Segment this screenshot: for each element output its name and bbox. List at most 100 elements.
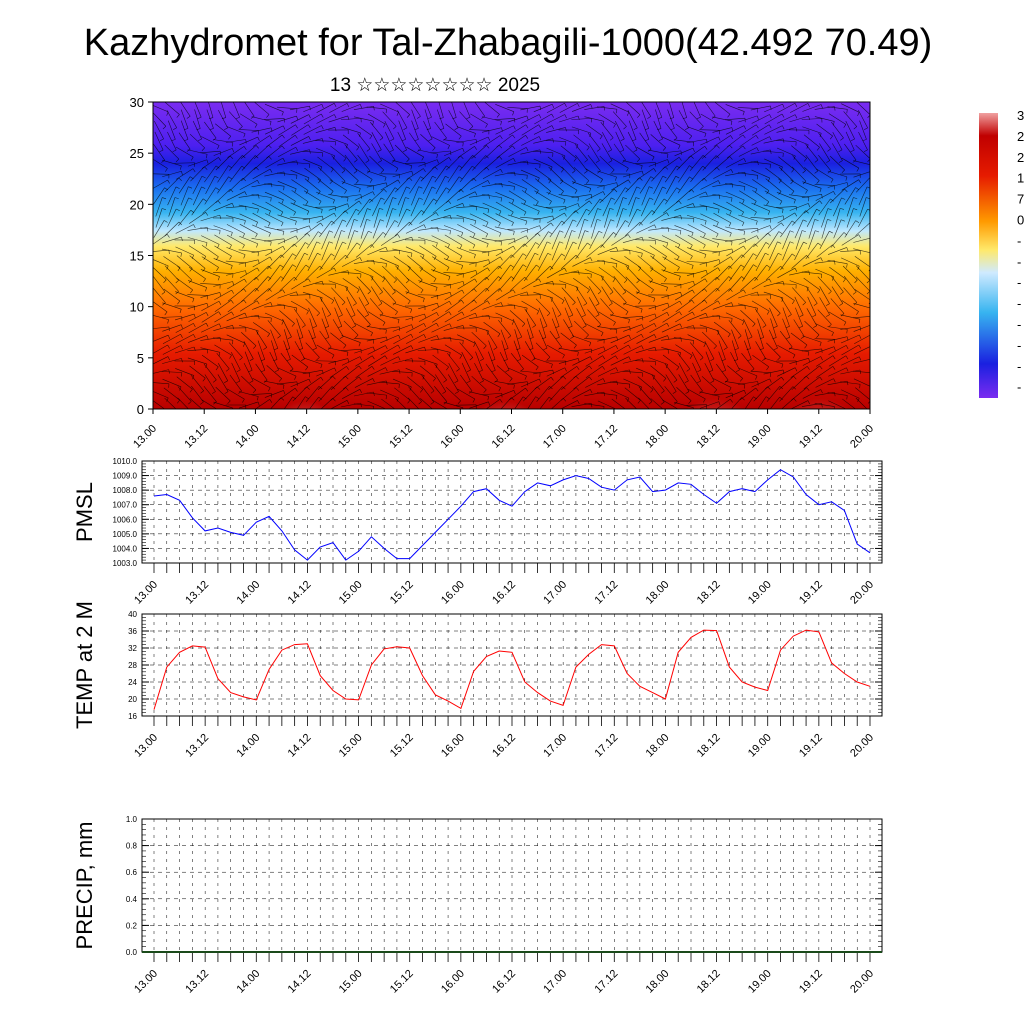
wind-barb-flag <box>870 387 872 391</box>
colorbar-label: - <box>1017 275 1021 290</box>
heatmap-y-tick-label: 30 <box>130 95 144 110</box>
y-tick-label: 40 <box>128 610 137 619</box>
wind-barb-flag <box>845 409 847 413</box>
x-tick-label: 14.12 <box>286 968 314 996</box>
y-tick-label: 1003.0 <box>113 559 138 568</box>
x-tick-label: 18.00 <box>644 968 672 996</box>
x-tick-label: 17.12 <box>592 732 620 760</box>
heatmap-x-tick-label: 18.12 <box>695 423 723 451</box>
x-tick-label: 16.00 <box>439 968 467 996</box>
colorbar-label: 2 <box>1017 129 1024 144</box>
wind-barb-flag <box>872 324 873 328</box>
heatmap-y-tick-label: 0 <box>137 402 144 417</box>
x-tick-label: 14.00 <box>234 579 262 607</box>
x-tick-label: 19.00 <box>746 579 774 607</box>
y-tick-label: 16 <box>128 712 137 721</box>
heatmap-x-tick-label: 14.12 <box>285 423 313 451</box>
wind-barb-flag <box>872 309 873 313</box>
x-tick-label: 19.12 <box>797 968 825 996</box>
y-tick-label: 1009.0 <box>113 472 138 481</box>
wind-barb-flag <box>650 412 653 415</box>
x-tick-label: 18.00 <box>644 732 672 760</box>
heatmap-field <box>153 102 870 409</box>
heatmap-y-tick-label: 25 <box>130 146 144 161</box>
x-tick-label: 17.12 <box>592 579 620 607</box>
x-tick-label: 14.12 <box>286 579 314 607</box>
heatmap-x-tick-label: 16.00 <box>438 423 466 451</box>
y-tick-label: 1005.0 <box>113 530 138 539</box>
wind-barb-flag <box>872 165 873 169</box>
heatmap-x-tick-label: 15.00 <box>336 423 364 451</box>
wind-barb-flag <box>678 410 680 413</box>
wind-barb-flag <box>395 411 397 414</box>
x-tick-label: 14.12 <box>286 732 314 760</box>
series-line <box>154 470 870 560</box>
x-tick-label: 15.12 <box>388 968 416 996</box>
series-line <box>154 630 870 710</box>
wind-barb-flag <box>873 237 874 241</box>
x-tick-label: 19.00 <box>746 732 774 760</box>
chart-title: Kazhydromet for Tal-Zhabagili-1000(42.49… <box>84 22 932 64</box>
colorbar-label: - <box>1017 296 1021 311</box>
wind-barb-flag <box>872 334 874 338</box>
x-tick-label: 13.00 <box>132 732 160 760</box>
x-tick-label: 19.12 <box>797 732 825 760</box>
heatmap-x-tick-label: 17.12 <box>592 423 620 451</box>
x-tick-label: 14.00 <box>234 968 262 996</box>
x-tick-label: 16.12 <box>490 968 518 996</box>
y-tick-label: 24 <box>128 678 137 687</box>
heatmap-x-tick-label: 13.12 <box>182 423 210 451</box>
y-tick-label: 32 <box>128 644 137 653</box>
wind-barb-flag <box>433 412 436 415</box>
colorbar-label: - <box>1017 233 1021 248</box>
heatmap-y-tick-label: 10 <box>130 300 144 315</box>
x-tick-label: 13.00 <box>132 968 160 996</box>
x-tick-label: 20.00 <box>848 732 876 760</box>
x-tick-label: 18.12 <box>695 732 723 760</box>
y-tick-label: 0.0 <box>126 948 138 957</box>
wind-barb-flag <box>614 409 616 413</box>
y-axis-label: PMSL <box>72 482 97 542</box>
colorbar-label: - <box>1017 338 1021 353</box>
x-tick-label: 16.00 <box>439 732 467 760</box>
heatmap-y-tick-label: 15 <box>130 249 144 264</box>
x-tick-label: 17.00 <box>541 579 569 607</box>
x-tick-label: 19.12 <box>797 579 825 607</box>
y-axis-label: PRECIP, mm <box>72 822 97 950</box>
y-axis-label: TEMP at 2 M <box>72 601 97 729</box>
y-tick-label: 1004.0 <box>113 544 138 553</box>
wind-barb-flag <box>872 346 874 350</box>
colorbar-label: - <box>1017 317 1021 332</box>
x-tick-label: 15.00 <box>337 579 365 607</box>
wind-barb-flag <box>384 409 386 413</box>
wind-barb-flag <box>873 359 874 363</box>
colorbar-label: 3 <box>1017 108 1024 123</box>
x-tick-label: 13.00 <box>132 579 160 607</box>
wind-barb-flag <box>176 412 179 415</box>
y-tick-label: 1007.0 <box>113 501 138 510</box>
wind-barb-flag <box>625 411 627 414</box>
x-tick-label: 18.12 <box>695 968 723 996</box>
colorbar-label: - <box>1017 380 1021 395</box>
heatmap-x-tick-label: 17.00 <box>541 423 569 451</box>
wind-barb-flag <box>872 171 873 175</box>
colorbar-label: 2 <box>1017 150 1024 165</box>
x-tick-label: 15.00 <box>337 732 365 760</box>
chart-subtitle: 13 ☆☆☆☆☆☆☆☆ 2025 <box>330 75 540 96</box>
heatmap-x-tick-label: 20.00 <box>848 423 876 451</box>
x-tick-label: 17.12 <box>592 968 620 996</box>
y-tick-label: 1006.0 <box>113 515 138 524</box>
colorbar-label: 1 <box>1017 171 1024 186</box>
y-tick-label: 1.0 <box>126 815 138 824</box>
x-tick-label: 15.12 <box>388 732 416 760</box>
pmsl-panel: 1003.01004.01005.01006.01007.01008.01009… <box>72 457 882 607</box>
colorbar-label: - <box>1017 254 1021 269</box>
x-tick-label: 17.00 <box>541 732 569 760</box>
